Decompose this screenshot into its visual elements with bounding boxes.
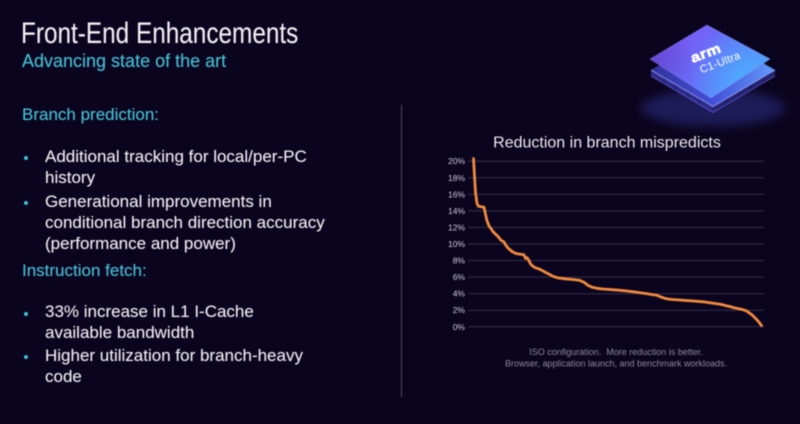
svg-text:18%: 18% bbox=[448, 173, 465, 183]
svg-text:Reduction in branch mispredict: Reduction in branch mispredicts bbox=[493, 135, 721, 152]
svg-text:20%: 20% bbox=[448, 156, 465, 166]
svg-text:6%: 6% bbox=[453, 272, 466, 282]
svg-text:ISO configuration. More reduc: ISO configuration. More reduction is bet… bbox=[529, 347, 703, 357]
svg-text:12%: 12% bbox=[448, 222, 465, 232]
svg-text:Browser, application launch, a: Browser, application launch, and benchma… bbox=[505, 359, 727, 369]
svg-text:8%: 8% bbox=[453, 256, 466, 266]
svg-text:10%: 10% bbox=[448, 239, 465, 249]
svg-text:14%: 14% bbox=[448, 206, 465, 216]
svg-text:0%: 0% bbox=[453, 322, 466, 332]
svg-text:4%: 4% bbox=[453, 289, 466, 299]
svg-text:16%: 16% bbox=[448, 189, 465, 199]
svg-text:2%: 2% bbox=[453, 305, 466, 315]
